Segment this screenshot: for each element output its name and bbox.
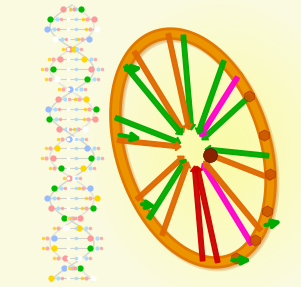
- FancyArrow shape: [132, 50, 185, 133]
- FancyArrow shape: [115, 116, 181, 146]
- FancyArrow shape: [166, 33, 192, 130]
- FancyArrow shape: [135, 156, 184, 201]
- FancyArrow shape: [194, 166, 220, 263]
- FancyArrow shape: [191, 166, 205, 261]
- FancyArrow shape: [205, 145, 269, 158]
- FancyArrow shape: [203, 161, 262, 232]
- FancyArrow shape: [117, 138, 181, 151]
- FancyArrow shape: [147, 159, 187, 220]
- FancyArrow shape: [199, 76, 239, 137]
- FancyArrow shape: [205, 150, 272, 181]
- FancyArrow shape: [124, 64, 182, 135]
- FancyArrow shape: [181, 35, 196, 130]
- FancyArrow shape: [202, 95, 251, 140]
- FancyArrow shape: [160, 162, 191, 236]
- FancyArrow shape: [201, 163, 254, 246]
- FancyArrow shape: [195, 60, 226, 134]
